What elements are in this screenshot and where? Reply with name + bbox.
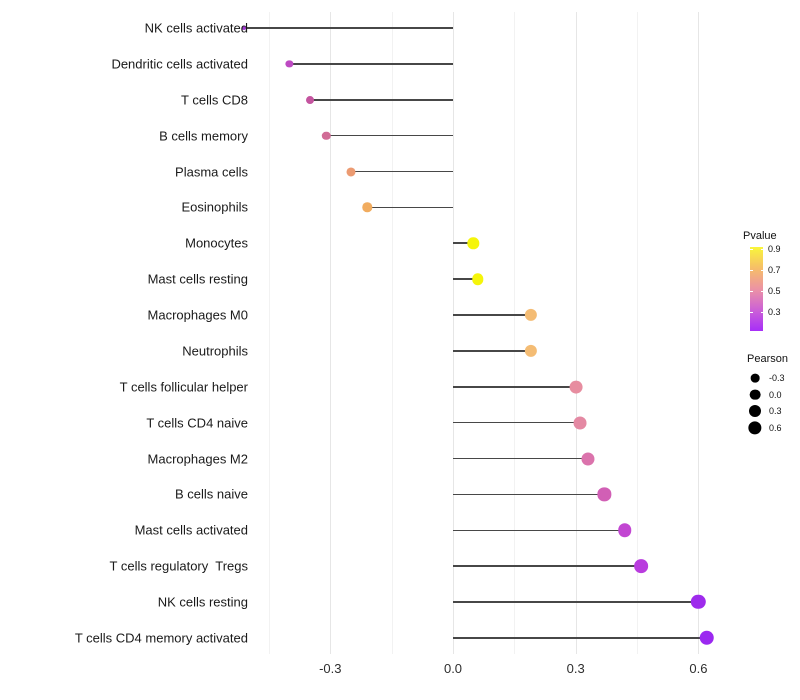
data-point-dot <box>305 95 314 104</box>
lollipop-stem <box>453 565 642 567</box>
y-axis-label: Neutrophils <box>182 343 248 359</box>
lollipop-stem <box>453 493 605 496</box>
x-axis-tick-label: 0.6 <box>689 661 708 676</box>
pvalue-tick-mark <box>760 249 763 250</box>
data-point-dot <box>618 523 632 538</box>
pvalue-tick-mark <box>750 312 753 313</box>
data-point-dot <box>573 416 587 430</box>
lollipop-stem <box>453 314 531 316</box>
data-point-dot <box>597 487 611 502</box>
y-axis-label: T cells CD4 memory activated <box>74 630 248 646</box>
pvalue-tick-mark <box>750 270 753 271</box>
pearson-size-dot <box>749 389 761 401</box>
data-point-dot <box>467 237 480 249</box>
lollipop-stem <box>453 529 625 532</box>
pvalue-tick-mark <box>750 291 753 292</box>
pearson-size-label: 0.6 <box>769 423 782 434</box>
data-point-dot <box>691 594 706 610</box>
lollipop-stem <box>453 242 474 245</box>
lollipop-stem <box>367 206 453 209</box>
gridline-major <box>330 12 332 654</box>
pvalue-tick-label: 0.7 <box>768 265 781 275</box>
gridline-minor <box>268 12 270 654</box>
gridline-major <box>698 12 700 654</box>
gridline-minor <box>514 12 516 654</box>
data-point-dot <box>569 380 583 394</box>
pearson-size-label: -0.3 <box>769 373 785 383</box>
data-point-dot <box>242 26 247 30</box>
lollipop-stem <box>326 134 453 137</box>
pvalue-tick-label: 0.5 <box>768 286 781 296</box>
x-axis-tick-label: 0.3 <box>566 661 585 676</box>
y-axis-label: Mast cells activated <box>134 522 248 538</box>
lollipop-stem <box>309 98 453 101</box>
y-axis-label: T cells follicular helper <box>119 379 248 395</box>
data-point-dot <box>322 131 331 140</box>
lollipop-stem <box>350 170 453 173</box>
data-point-dot <box>471 273 484 285</box>
gridline-minor <box>637 12 639 654</box>
lollipop-stem <box>453 278 478 280</box>
y-axis-label: Dendritic cells activated <box>111 56 248 72</box>
pearson-size-dot <box>748 421 762 435</box>
pvalue-gradient-bar <box>750 247 763 331</box>
data-point-dot <box>346 167 356 177</box>
y-axis-label: B cells naive <box>175 486 248 502</box>
y-axis-label: Mast cells resting <box>147 271 248 287</box>
pearson-size-dot <box>750 373 760 383</box>
y-axis-label: T cells CD8 <box>181 92 248 108</box>
y-axis-label: Monocytes <box>185 235 248 251</box>
y-axis-label: NK cells activated <box>144 20 248 36</box>
pvalue-tick-mark <box>760 270 763 271</box>
gridline-major <box>453 12 454 654</box>
data-point-dot <box>581 452 595 466</box>
pearson-size-label: 0.3 <box>769 406 782 417</box>
y-axis-label: Eosinophils <box>181 199 249 215</box>
pvalue-tick-label: 0.3 <box>768 307 781 317</box>
y-axis-label: NK cells resting <box>157 594 248 610</box>
lollipop-stem <box>453 386 576 388</box>
pvalue-tick-mark <box>760 291 763 292</box>
data-point-dot <box>634 559 648 574</box>
y-axis-label: Plasma cells <box>175 164 248 180</box>
lollipop-stem <box>453 350 531 352</box>
pearson-size-label: 0.0 <box>769 389 782 400</box>
lollipop-stem <box>453 457 588 460</box>
data-point-dot <box>362 202 372 213</box>
data-point-dot <box>285 60 294 68</box>
pvalue-tick-mark <box>750 249 753 250</box>
lollipop-stem <box>453 637 707 639</box>
pearson-size-dot <box>749 405 761 418</box>
y-axis-label: Macrophages M2 <box>147 451 248 467</box>
pvalue-tick-mark <box>760 312 763 313</box>
y-axis-label: T cells regulatory Tregs <box>109 558 248 574</box>
lollipop-stem <box>244 27 453 29</box>
x-axis-tick-label: -0.3 <box>319 661 342 676</box>
y-axis-label: Macrophages M0 <box>147 307 248 323</box>
gridline-major <box>575 12 577 654</box>
y-axis-label: B cells memory <box>159 128 248 144</box>
data-point-dot <box>524 344 537 358</box>
legend-pvalue-title: Pvalue <box>743 230 777 242</box>
pvalue-tick-label: 0.9 <box>768 244 781 254</box>
y-axis-label: T cells CD4 naive <box>146 415 248 431</box>
x-axis-tick-label: 0.0 <box>443 661 463 676</box>
legend-pearson-title: Pearson <box>747 353 788 365</box>
data-point-dot <box>524 308 537 322</box>
lollipop-stem <box>453 421 580 424</box>
gridline-minor <box>391 12 393 654</box>
lollipop-stem <box>453 601 699 603</box>
lollipop-stem <box>289 63 453 65</box>
data-point-dot <box>699 630 714 646</box>
